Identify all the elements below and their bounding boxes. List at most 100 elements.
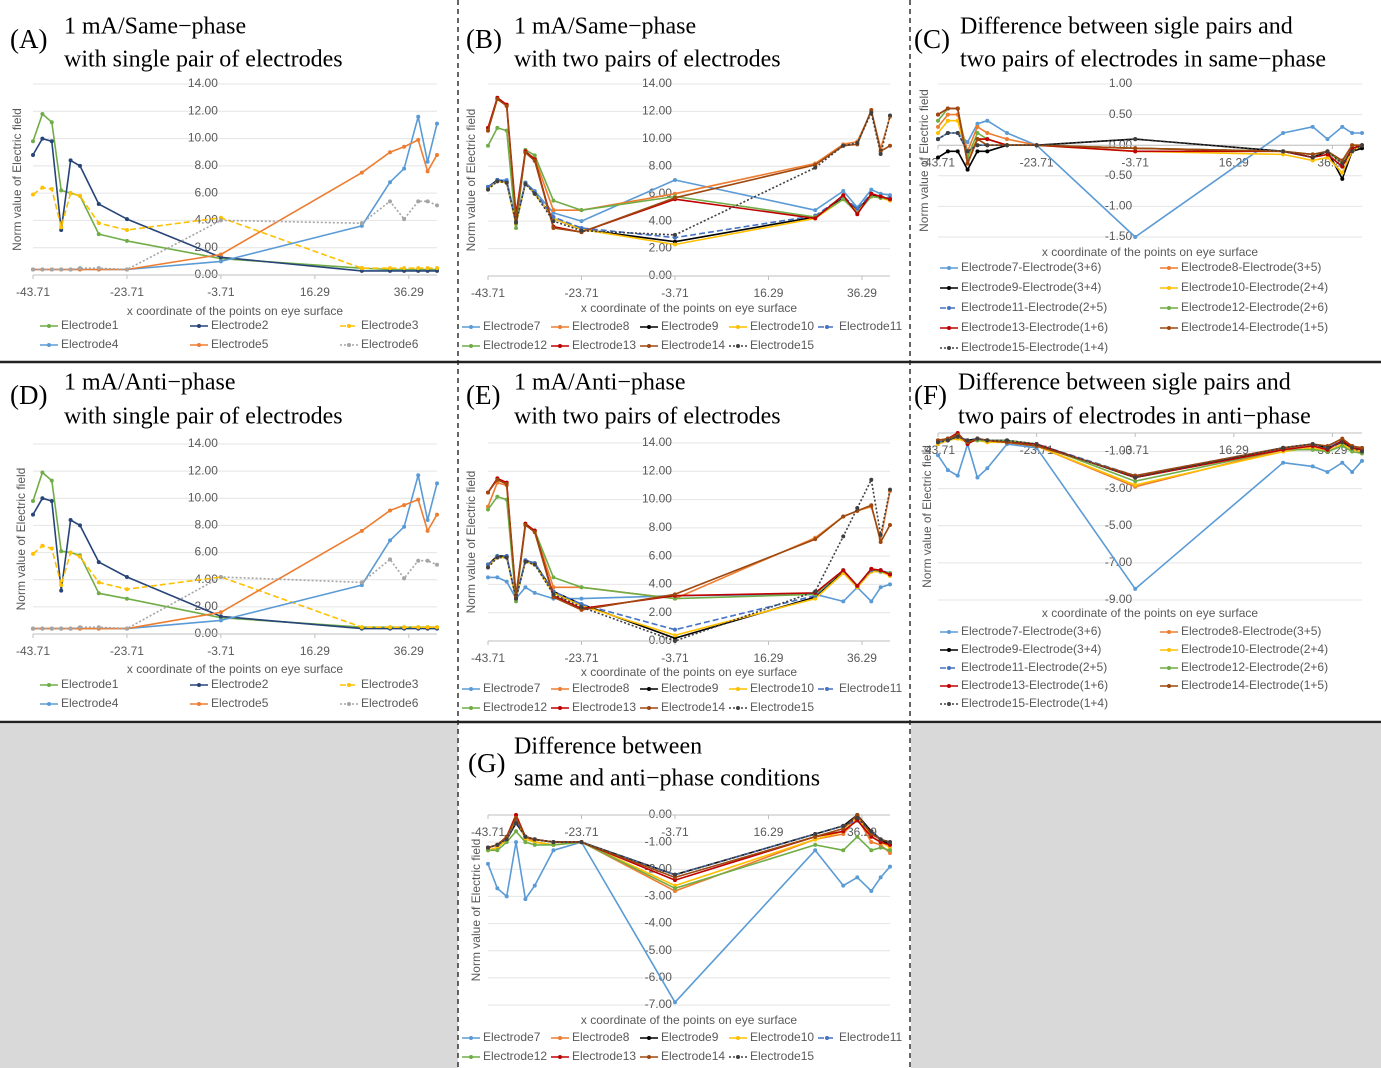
legend-marker [1167, 286, 1171, 290]
chart-title: with single pair of electrodes [64, 404, 343, 430]
legend-marker [647, 1055, 651, 1059]
data-point [504, 128, 509, 133]
data-point [523, 182, 528, 187]
legend-label: Electrode15 [750, 700, 814, 714]
data-point [579, 228, 584, 233]
data-point [504, 579, 509, 584]
data-point [40, 185, 45, 190]
data-point [813, 208, 818, 213]
chart-title: 1 mA/Anti−phase [64, 370, 236, 396]
data-point [425, 266, 430, 271]
y-tick-label: 14.00 [642, 76, 672, 90]
legend-marker [736, 325, 740, 329]
data-point [841, 193, 846, 198]
data-point [523, 559, 528, 564]
legend-marker [1167, 648, 1171, 652]
legend-label: Electrode12-Electrode(2+6) [1181, 300, 1328, 314]
data-point [402, 217, 407, 222]
data-point [936, 137, 940, 142]
legend-marker [197, 683, 201, 687]
legend-label: Electrode15-Electrode(1+4) [961, 696, 1108, 710]
data-point [1340, 170, 1345, 175]
data-point [435, 481, 439, 486]
y-tick-label: 4.00 [649, 577, 673, 591]
data-point [672, 235, 677, 240]
data-point [841, 883, 846, 888]
legend-marker [736, 1036, 740, 1040]
legend-marker [947, 630, 951, 634]
legend-label: Electrode3 [361, 677, 419, 691]
x-tick-label: 16.29 [300, 285, 330, 299]
x-tick-label: -3.71 [661, 651, 689, 665]
data-point [1340, 124, 1345, 129]
data-point [579, 585, 584, 590]
data-point [359, 625, 364, 630]
data-point [435, 203, 439, 208]
data-point [486, 187, 490, 192]
data-point [486, 490, 490, 495]
data-point [888, 840, 892, 845]
data-point [425, 625, 430, 630]
data-point [532, 191, 537, 196]
data-point [1133, 475, 1138, 480]
legend-marker [736, 1055, 740, 1059]
y-axis-title: Norm value of Electric field [920, 445, 934, 588]
panel-label: (A) [10, 24, 47, 54]
data-point [402, 576, 407, 581]
data-point [1310, 155, 1315, 160]
y-tick-label: 12.00 [642, 463, 672, 477]
legend-marker [558, 706, 562, 710]
data-point [945, 468, 950, 473]
x-tick-label: 36.29 [394, 285, 424, 299]
legend-label: Electrode11-Electrode(2+5) [961, 300, 1107, 314]
legend-label: Electrode13-Electrode(1+6) [961, 678, 1108, 692]
data-point [841, 534, 846, 539]
y-tick-label: -7.00 [1105, 555, 1133, 569]
data-point [975, 124, 980, 129]
data-point [359, 221, 364, 226]
data-point [936, 130, 940, 135]
data-point [551, 848, 556, 853]
data-point [31, 551, 35, 556]
legend-marker [469, 706, 473, 710]
data-point [869, 599, 874, 604]
y-tick-label: 12.00 [188, 103, 218, 117]
legend-label: Electrode7-Electrode(3+6) [961, 624, 1101, 638]
legend-label: Electrode14 [661, 338, 725, 352]
data-point [936, 453, 940, 458]
data-point [936, 155, 940, 160]
legend-label: Electrode7-Electrode(3+6) [961, 260, 1101, 274]
data-point [579, 208, 584, 213]
data-point [579, 607, 584, 612]
legend-marker [647, 344, 651, 348]
data-point [1350, 445, 1355, 450]
x-tick-label: -43.71 [921, 155, 955, 169]
data-point [523, 840, 528, 845]
data-point [672, 239, 677, 244]
data-point [813, 848, 818, 853]
data-point [888, 848, 892, 853]
data-point [388, 557, 393, 562]
data-point [985, 149, 990, 154]
x-tick-label: 16.29 [753, 286, 783, 300]
x-axis-title: x coordinate of the points on eye surfac… [1042, 606, 1258, 620]
data-point [965, 140, 970, 145]
data-point [855, 506, 860, 511]
data-point [1360, 143, 1364, 148]
data-point [59, 225, 64, 230]
legend-label: Electrode8-Electrode(3+5) [1181, 260, 1321, 274]
data-point [936, 118, 940, 123]
legend-marker [558, 687, 562, 691]
data-point [96, 221, 101, 226]
data-point [1034, 442, 1039, 447]
data-point [1281, 130, 1286, 135]
data-point [672, 232, 677, 237]
data-point [1005, 438, 1010, 443]
y-tick-label: -7.00 [645, 997, 673, 1011]
data-point [975, 137, 980, 142]
x-tick-label: -23.71 [564, 825, 598, 839]
x-tick-label: -43.71 [471, 651, 505, 665]
data-point [1325, 137, 1330, 142]
data-point [1310, 124, 1315, 129]
y-tick-label: 6.00 [195, 545, 219, 559]
